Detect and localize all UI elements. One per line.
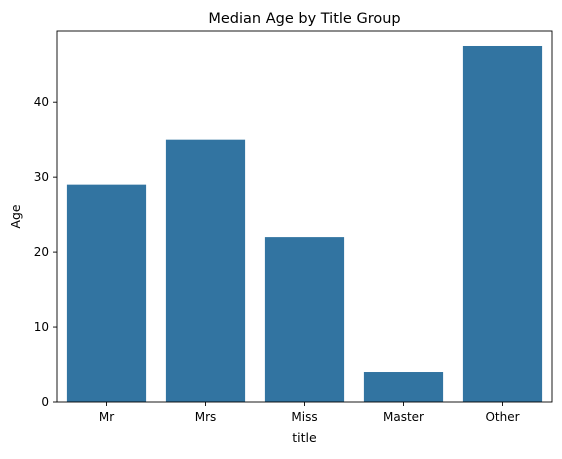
bar-other (463, 46, 542, 402)
x-tick-label: Mr (99, 410, 114, 424)
x-tick-label: Mrs (195, 410, 217, 424)
bar-mrs (166, 140, 245, 402)
y-tick-label: 30 (34, 170, 49, 184)
y-tick-label: 20 (34, 245, 49, 259)
bar-mr (67, 185, 146, 402)
y-tick-label: 40 (34, 95, 49, 109)
y-tick-label: 0 (41, 395, 49, 409)
x-tick-label: Other (485, 410, 519, 424)
x-axis-label: title (292, 430, 317, 445)
bar-master (364, 372, 443, 402)
chart-title: Median Age by Title Group (208, 11, 400, 27)
y-axis-label: Age (8, 204, 23, 228)
x-tick-label: Master (383, 410, 424, 424)
y-tick-label: 10 (34, 320, 49, 334)
bar-miss (265, 237, 344, 402)
x-tick-label: Miss (291, 410, 317, 424)
bars-layer (67, 46, 542, 402)
